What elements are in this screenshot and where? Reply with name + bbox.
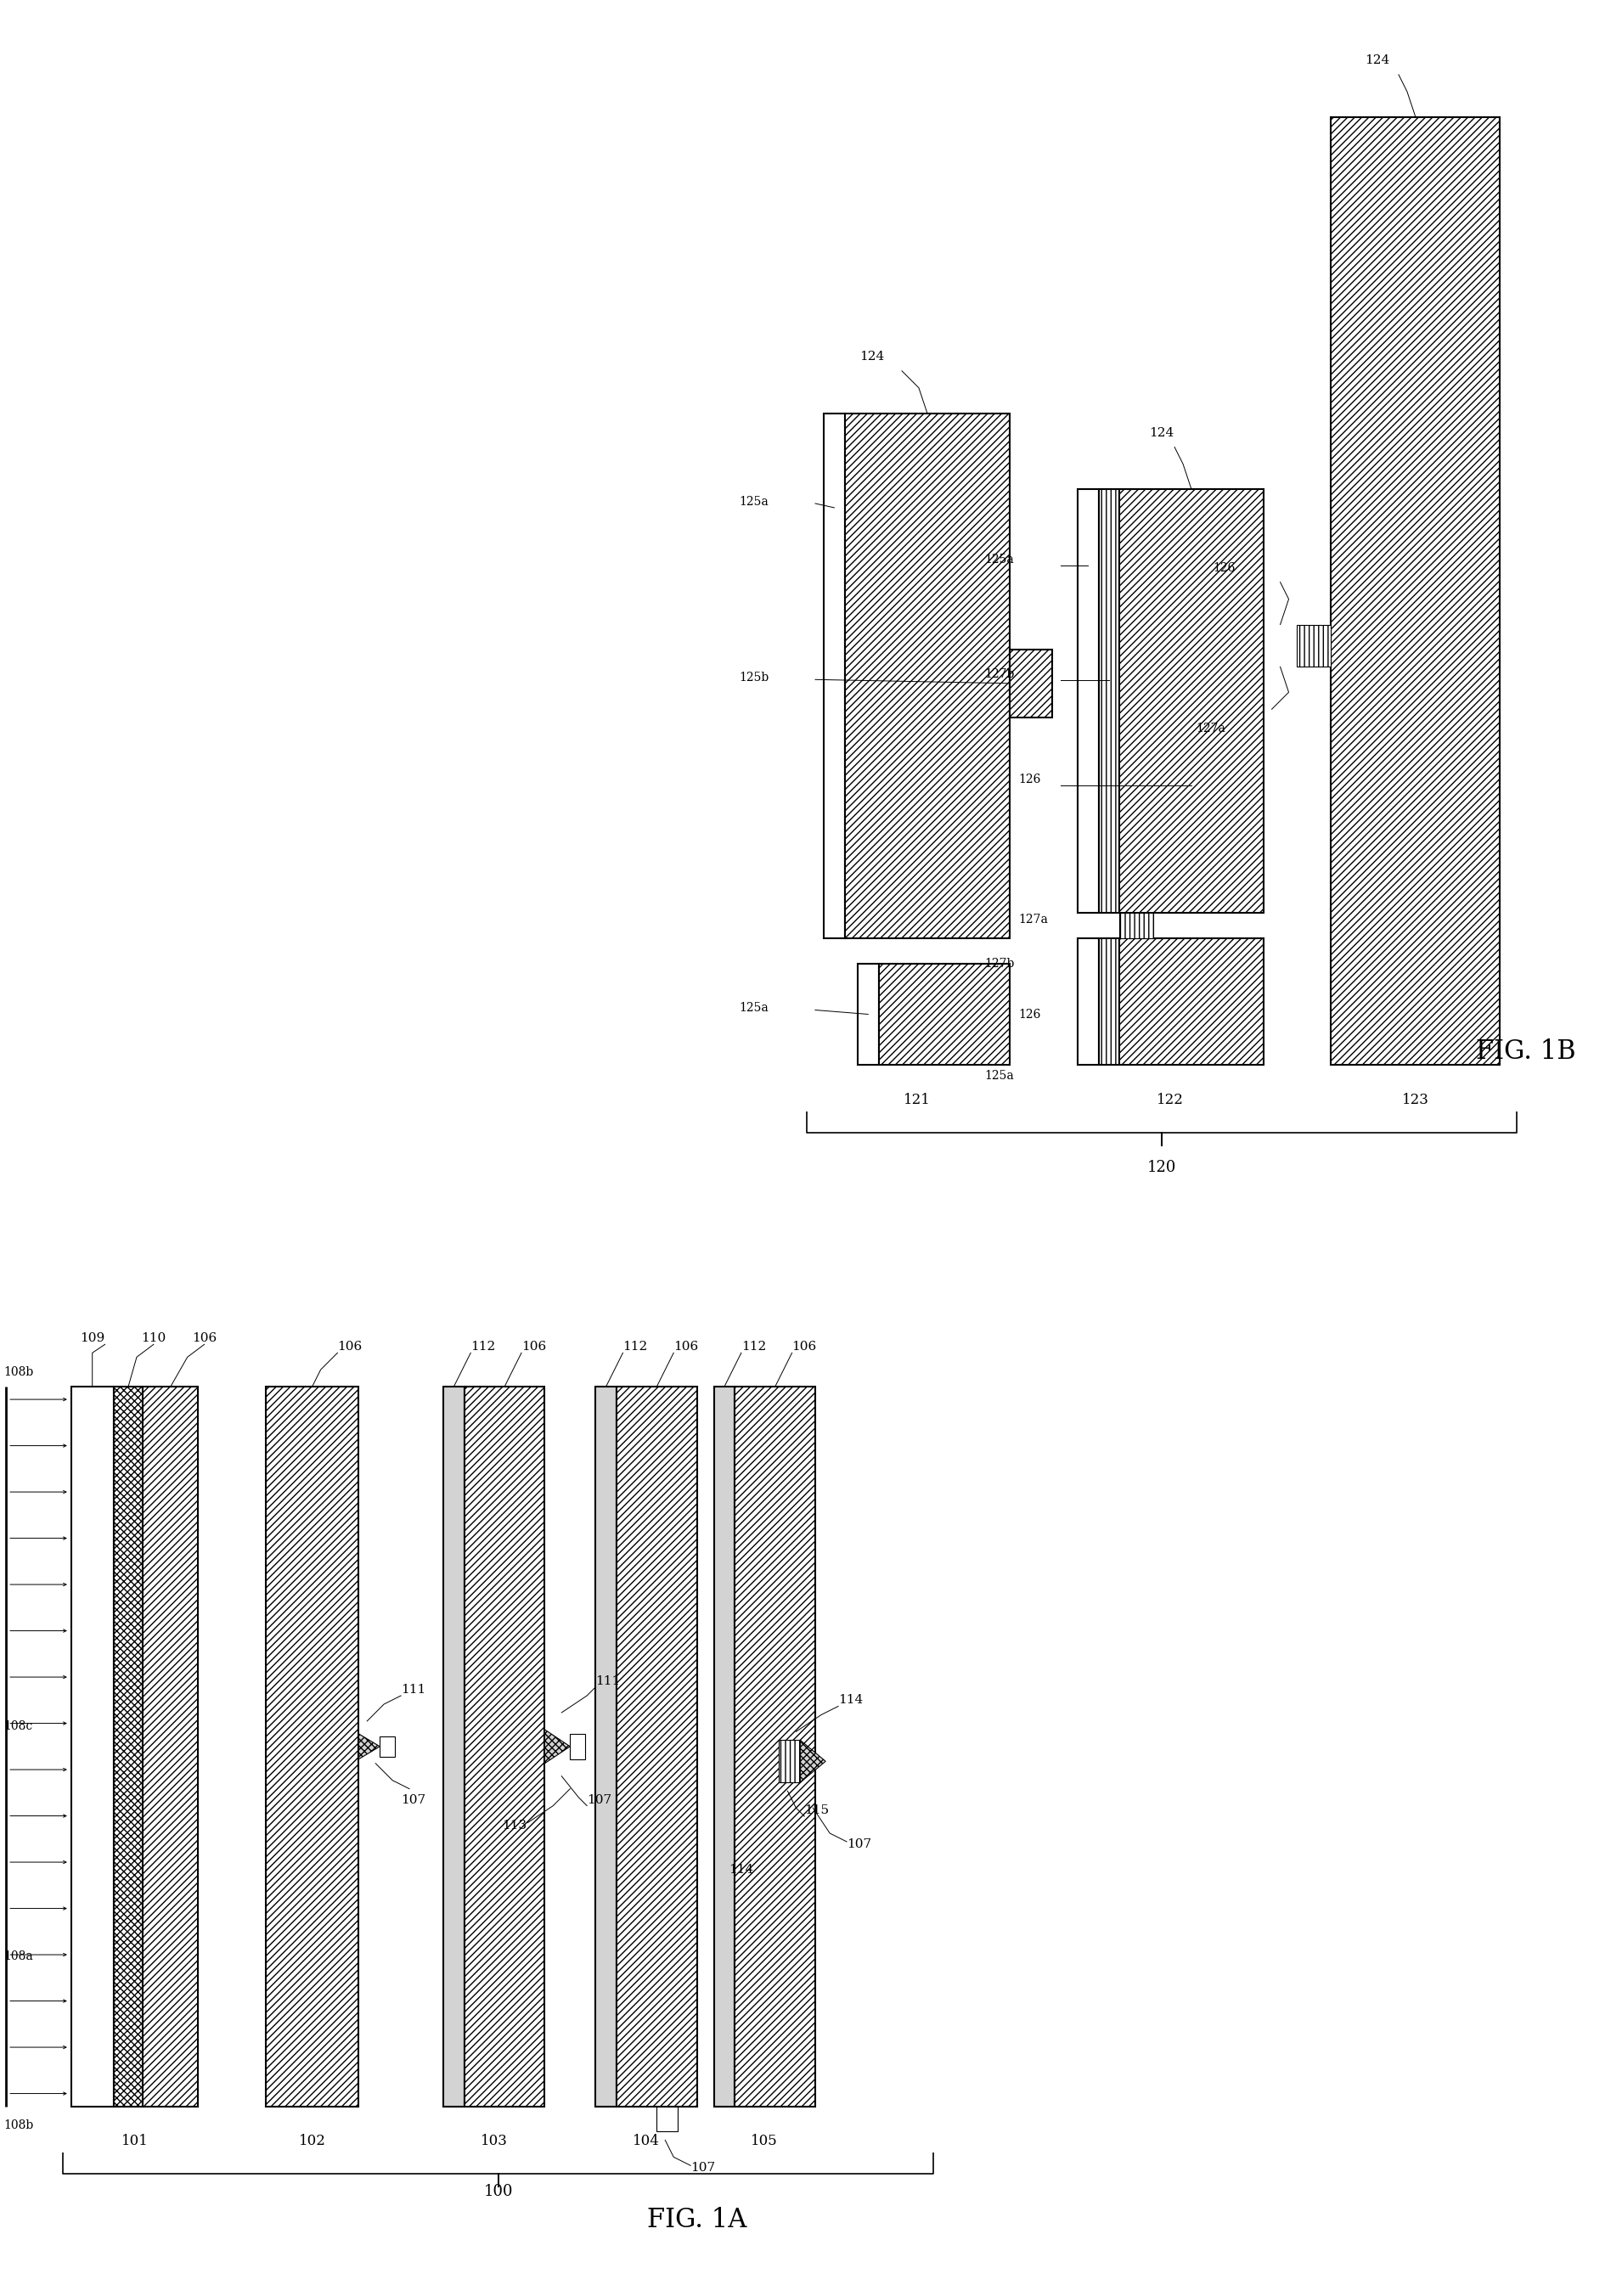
- Text: 125b: 125b: [740, 673, 769, 684]
- Bar: [266, 1387, 358, 2105]
- Bar: [1009, 650, 1053, 719]
- Text: 122: 122: [1156, 1093, 1184, 1107]
- Text: 108b: 108b: [3, 2119, 34, 2131]
- Bar: [779, 1740, 800, 1782]
- Bar: [879, 964, 1009, 1065]
- Bar: [1077, 489, 1098, 914]
- Bar: [1098, 939, 1119, 1065]
- Text: 112: 112: [623, 1341, 647, 1352]
- Text: 111: 111: [595, 1676, 620, 1688]
- Bar: [595, 1387, 616, 2105]
- Text: 113: 113: [503, 1818, 527, 1832]
- Bar: [1119, 914, 1153, 939]
- Text: 109: 109: [79, 1332, 105, 1345]
- Text: 106: 106: [191, 1332, 217, 1345]
- Bar: [1119, 939, 1264, 1065]
- Text: 106: 106: [673, 1341, 699, 1352]
- Text: 110: 110: [141, 1332, 165, 1345]
- Text: 127b: 127b: [985, 957, 1014, 969]
- Bar: [858, 964, 879, 1065]
- Text: 104: 104: [633, 2133, 660, 2149]
- Bar: [1098, 489, 1119, 914]
- Bar: [443, 1387, 464, 2105]
- Bar: [1119, 489, 1264, 914]
- Text: FIG. 1A: FIG. 1A: [647, 2206, 746, 2234]
- Text: FIG. 1B: FIG. 1B: [1476, 1038, 1575, 1065]
- Bar: [657, 2105, 678, 2131]
- Text: 106: 106: [521, 1341, 547, 1352]
- Text: 126: 126: [1213, 563, 1234, 574]
- Bar: [71, 1387, 114, 2105]
- Text: 124: 124: [1364, 55, 1390, 67]
- Text: 125a: 125a: [740, 496, 769, 507]
- Text: 120: 120: [1147, 1159, 1176, 1176]
- Text: 107: 107: [587, 1793, 611, 1805]
- Text: 124: 124: [1150, 427, 1174, 439]
- Text: 126: 126: [1019, 1008, 1041, 1022]
- Polygon shape: [545, 1729, 569, 1763]
- Bar: [1332, 117, 1500, 1065]
- Text: 106: 106: [792, 1341, 817, 1352]
- Text: 103: 103: [480, 2133, 508, 2149]
- Bar: [714, 1387, 735, 2105]
- Text: 127a: 127a: [1195, 723, 1225, 735]
- Text: 125a: 125a: [740, 1003, 769, 1015]
- Polygon shape: [800, 1740, 826, 1782]
- Bar: [464, 1387, 545, 2105]
- Text: 121: 121: [903, 1093, 931, 1107]
- Text: 107: 107: [691, 2163, 715, 2174]
- Text: 105: 105: [751, 2133, 779, 2149]
- Text: 114: 114: [839, 1694, 863, 1706]
- Text: 106: 106: [337, 1341, 362, 1352]
- Text: 123: 123: [1401, 1093, 1429, 1107]
- Bar: [845, 413, 1009, 939]
- Bar: [143, 1387, 198, 2105]
- Text: 125a: 125a: [985, 1070, 1014, 1081]
- Text: 107: 107: [847, 1839, 871, 1851]
- Text: 124: 124: [860, 351, 884, 363]
- Bar: [1298, 625, 1332, 666]
- Bar: [616, 1387, 697, 2105]
- Polygon shape: [358, 1733, 380, 1759]
- Text: 108c: 108c: [3, 1720, 32, 1731]
- Bar: [114, 1387, 143, 2105]
- Bar: [569, 1733, 586, 1759]
- Text: 111: 111: [401, 1683, 425, 1697]
- Text: 108b: 108b: [3, 1366, 34, 1378]
- Text: 114: 114: [728, 1864, 753, 1876]
- Text: 115: 115: [805, 1805, 829, 1816]
- Bar: [824, 413, 845, 939]
- Text: 126: 126: [1019, 774, 1041, 785]
- Bar: [735, 1387, 816, 2105]
- Text: 125a: 125a: [985, 553, 1014, 565]
- Text: 102: 102: [298, 2133, 326, 2149]
- Bar: [380, 1736, 396, 1756]
- Text: 127b: 127b: [985, 668, 1014, 680]
- Bar: [1077, 939, 1098, 1065]
- Text: 127a: 127a: [1019, 914, 1048, 925]
- Text: 112: 112: [470, 1341, 496, 1352]
- Text: 107: 107: [401, 1793, 425, 1805]
- Text: 100: 100: [483, 2183, 513, 2200]
- Text: 108a: 108a: [3, 1949, 32, 1963]
- Text: 112: 112: [741, 1341, 766, 1352]
- Text: 101: 101: [122, 2133, 148, 2149]
